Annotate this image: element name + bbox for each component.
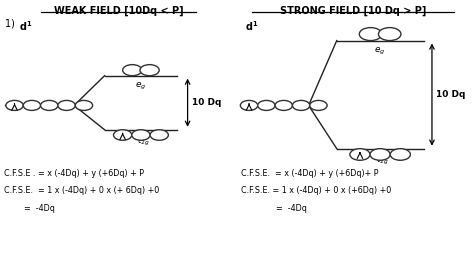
Text: $e_g$: $e_g$ bbox=[374, 45, 386, 57]
Circle shape bbox=[113, 130, 132, 140]
Circle shape bbox=[150, 130, 168, 140]
Circle shape bbox=[75, 100, 92, 110]
Circle shape bbox=[275, 100, 292, 110]
Text: $e_g$: $e_g$ bbox=[135, 81, 146, 92]
Text: WEAK FIELD [10Dq < P]: WEAK FIELD [10Dq < P] bbox=[54, 5, 183, 16]
Circle shape bbox=[390, 149, 410, 160]
Circle shape bbox=[6, 100, 23, 110]
Circle shape bbox=[310, 100, 327, 110]
Text: C.F.S.E.  = x (-4Dq) + y (+6Dq)+ P: C.F.S.E. = x (-4Dq) + y (+6Dq)+ P bbox=[241, 169, 378, 178]
Text: 10 Dq: 10 Dq bbox=[192, 98, 222, 107]
Text: $\mathbf{d^1}$: $\mathbf{d^1}$ bbox=[245, 19, 259, 33]
Text: $\mathbf{d^1}$: $\mathbf{d^1}$ bbox=[19, 19, 33, 33]
Circle shape bbox=[132, 130, 150, 140]
Circle shape bbox=[240, 100, 258, 110]
Circle shape bbox=[58, 100, 75, 110]
Text: 1): 1) bbox=[5, 19, 18, 29]
Text: 10 Dq: 10 Dq bbox=[436, 90, 465, 99]
Circle shape bbox=[23, 100, 41, 110]
Circle shape bbox=[140, 65, 159, 76]
Circle shape bbox=[359, 28, 382, 41]
Circle shape bbox=[378, 28, 401, 41]
Circle shape bbox=[292, 100, 310, 110]
Text: =  -4Dq: = -4Dq bbox=[4, 204, 55, 213]
Text: C.F.S.E.  = 1 x (-4Dq) + 0 x (+ 6Dq) +0: C.F.S.E. = 1 x (-4Dq) + 0 x (+ 6Dq) +0 bbox=[4, 186, 159, 195]
Text: $t_{2g}$: $t_{2g}$ bbox=[137, 135, 149, 148]
Text: $t_{2g}$: $t_{2g}$ bbox=[376, 153, 389, 167]
Text: C.F.S.E. = 1 x (-4Dq) + 0 x (+6Dq) +0: C.F.S.E. = 1 x (-4Dq) + 0 x (+6Dq) +0 bbox=[241, 186, 391, 195]
Text: C.F.S.E . = x (-4Dq) + y (+6Dq) + P: C.F.S.E . = x (-4Dq) + y (+6Dq) + P bbox=[4, 169, 144, 178]
Circle shape bbox=[350, 149, 370, 160]
Circle shape bbox=[370, 149, 390, 160]
Text: STRONG FIELD [10 Dq > P]: STRONG FIELD [10 Dq > P] bbox=[280, 5, 426, 16]
Circle shape bbox=[41, 100, 58, 110]
Circle shape bbox=[123, 65, 142, 76]
Text: =  -4Dq: = -4Dq bbox=[241, 204, 307, 213]
Circle shape bbox=[258, 100, 275, 110]
